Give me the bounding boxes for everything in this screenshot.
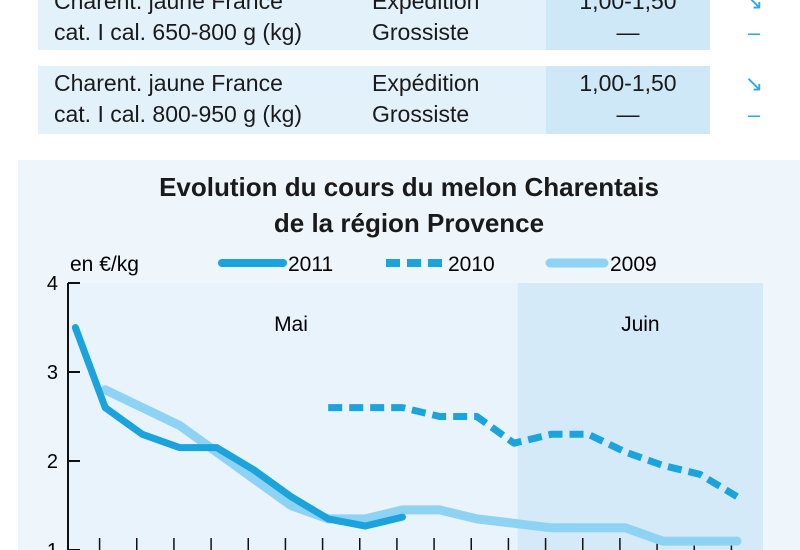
product-category: cat. I cal. 800-950 g (kg) (54, 101, 303, 127)
chart-subtitle: de la région Provence (273, 208, 545, 238)
stage-grossiste: Grossiste (372, 101, 470, 127)
series-layer (71, 324, 742, 546)
price-grossiste: — (616, 19, 640, 45)
y-tick-label: 1 (47, 540, 58, 550)
june-region (517, 283, 763, 550)
price-column-background (546, 66, 710, 134)
price-expedition: 1,00-1,50 (579, 70, 677, 96)
y-tick-label: 2 (47, 451, 58, 473)
trend-down-icon: ↘ (744, 71, 764, 96)
y-axis-label: en €/kg (70, 253, 139, 276)
month-label-juin: Juin (621, 313, 660, 336)
chart-title: Evolution du cours du melon Charentais (159, 172, 659, 202)
price-grossiste: — (616, 101, 640, 127)
product-category: cat. I cal. 650-800 g (kg) (54, 19, 303, 45)
stage-expedition: Expédition (372, 70, 480, 96)
table-row: Charent. jaune France cat. I cal. 800-95… (38, 66, 788, 134)
stage-expedition: Expédition (372, 0, 480, 14)
y-tick-label: 4 (47, 273, 58, 295)
month-label-may: Mai (274, 313, 308, 336)
series-line-2010 (328, 404, 739, 500)
legend: 2011 2010 2009 (218, 253, 657, 276)
legend-label-2009: 2009 (610, 253, 657, 276)
stage-grossiste: Grossiste (372, 19, 470, 45)
price-expedition: 1,00-1,50 (579, 0, 677, 14)
product-name: Charent. jaune France (54, 70, 283, 96)
table-row: Charent. jaune France cat. I cal. 650-80… (38, 0, 788, 50)
trend-down-icon: ↘ (744, 0, 764, 14)
trend-stable-icon: – (747, 20, 761, 45)
legend-label-2010: 2010 (448, 253, 495, 276)
trend-stable-icon: – (747, 102, 761, 127)
y-tick-label: 3 (47, 362, 58, 384)
series-line-2011 (71, 324, 406, 530)
legend-label-2011: 2011 (288, 253, 333, 276)
y-ticks: 1 2 3 4 (47, 273, 80, 550)
price-column-background (546, 0, 710, 50)
product-name: Charent. jaune France (54, 0, 283, 14)
